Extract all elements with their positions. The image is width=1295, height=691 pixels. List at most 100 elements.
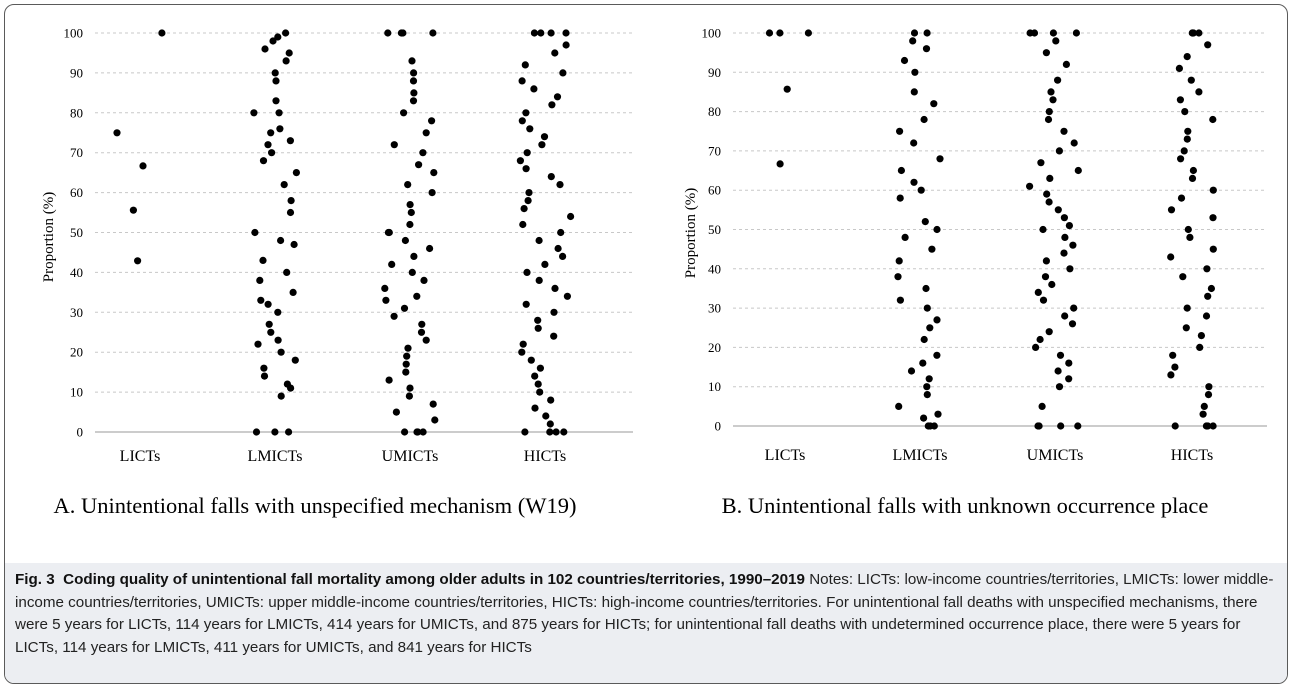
chart-a-point [418, 320, 426, 328]
chart-a-point [422, 129, 430, 137]
chart-a-point [534, 316, 542, 324]
chart-a-point [268, 149, 276, 157]
chart-a-y-tick-label: 100 [64, 26, 84, 41]
chart-b-point [901, 233, 909, 241]
chart-b-category-label: HICTs [1171, 447, 1213, 464]
chart-a-point [285, 49, 293, 57]
chart-b-point [1054, 206, 1062, 214]
chart-b-point [1167, 371, 1175, 379]
chart-b-point [1186, 233, 1194, 241]
chart-a-point [541, 260, 549, 268]
chart-a-point [282, 29, 290, 37]
chart-a-point [521, 61, 529, 69]
chart-a-point [530, 29, 539, 37]
chart-a-point [388, 260, 396, 268]
chart-a-point [407, 208, 415, 217]
chart-a-point [251, 228, 259, 237]
chart-b-point [920, 335, 928, 344]
chart-a-point [384, 29, 392, 37]
chart-a-category-label: UMICTs [382, 448, 439, 465]
chart-b-point [1061, 312, 1069, 320]
chart-b-point [928, 245, 936, 253]
chart-b-point [1026, 29, 1034, 37]
chart-a-point [562, 41, 570, 49]
chart-a-point [563, 292, 572, 300]
chart-b-point [1060, 249, 1068, 257]
chart-a-point [274, 308, 282, 316]
chart-a-point [381, 284, 389, 292]
chart-b-point [1065, 375, 1073, 383]
chart-a-point [538, 141, 546, 149]
chart-b-point [930, 100, 938, 108]
chart-a-point [546, 420, 554, 428]
chart-a-point [523, 268, 531, 276]
chart-a-y-tick-label: 60 [70, 185, 83, 200]
chart-a-point [417, 328, 426, 336]
chart-b-point [1034, 288, 1042, 296]
chart-a-point [550, 332, 558, 340]
chart-a-point [402, 360, 410, 368]
chart-a-point [554, 244, 562, 253]
chart-b-point [1035, 422, 1043, 430]
chart-a-point [429, 29, 437, 37]
chart-b-point [921, 218, 929, 226]
chart-b-point [930, 422, 938, 430]
chart-b-point [925, 375, 933, 383]
chart-a-point [523, 149, 531, 157]
chart-b-point [1043, 190, 1051, 198]
chart-a-point [265, 320, 273, 328]
chart-a-point [535, 236, 543, 245]
chart-a-point [260, 364, 268, 372]
chart-a-point [547, 29, 555, 37]
chart-b-point [1032, 343, 1040, 351]
chart-a-point [291, 356, 299, 364]
chart-a-point [390, 312, 398, 320]
chart-a-point [271, 69, 279, 77]
chart-a-point [404, 344, 412, 352]
chart-a-point [537, 29, 545, 37]
chart-a-point [129, 206, 137, 214]
chart-a-point [402, 368, 410, 376]
chart-b-y-tick-label: 0 [715, 419, 722, 434]
chart-a-point [525, 189, 533, 197]
chart-a-point [290, 240, 298, 249]
chart-b-point [910, 139, 918, 147]
chart-a-point [557, 228, 565, 237]
chart-a-point [536, 388, 544, 396]
chart-b-point [923, 304, 931, 312]
chart-a-point [422, 336, 430, 344]
chart-b-point [1169, 351, 1177, 359]
figure-caption-title: Coding quality of unintentional fall mor… [63, 571, 805, 588]
chart-b-point [1171, 422, 1179, 430]
chart-b-title: B. Unintentional falls with unknown occu… [721, 493, 1209, 518]
chart-a-categories: LICTs LMICTs UMICTs HICTs [120, 448, 567, 465]
chart-a-y-tick-label: 30 [70, 305, 83, 320]
chart-b-point [1060, 127, 1068, 135]
chart-b-point [1060, 214, 1068, 222]
chart-a-point [546, 428, 554, 436]
chart-b-point [1204, 41, 1212, 49]
chart-a-point [410, 252, 418, 260]
chart-b-point [1177, 194, 1186, 202]
chart-a-point [426, 244, 434, 253]
chart-b-point [933, 316, 941, 324]
chart-b-point [1189, 166, 1197, 175]
chart-b-point [1054, 76, 1062, 84]
chart-a-point [285, 428, 293, 436]
chart-a-point [259, 157, 268, 165]
chart-a-category-label: LICTs [120, 448, 161, 465]
chart-b-point [900, 56, 909, 65]
chart-a-point [419, 428, 427, 436]
chart-b-point [911, 68, 919, 76]
chart-b-category-label: LMICTs [893, 447, 948, 464]
chart-b-point [1026, 182, 1034, 190]
chart-b-point [1183, 53, 1191, 61]
chart-a-point [272, 77, 280, 85]
chart-b-y-tick-label: 30 [708, 301, 721, 316]
chart-b-point [1039, 296, 1048, 304]
chart-b-point [776, 160, 784, 168]
chart-a-point [404, 181, 412, 189]
chart-a-point [401, 236, 409, 245]
chart-a-point [280, 181, 288, 189]
chart-a-point [534, 324, 542, 332]
